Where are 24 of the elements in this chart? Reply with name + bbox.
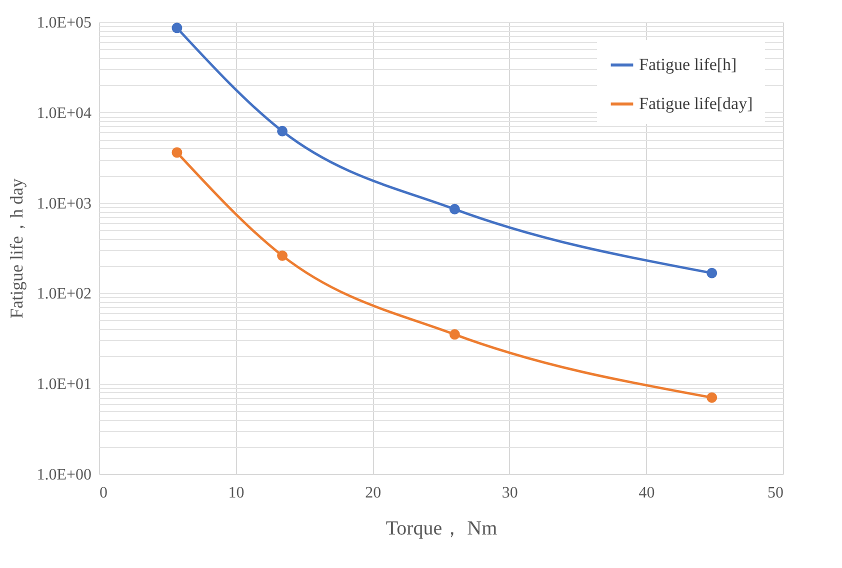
x-tick-label: 50 xyxy=(768,484,784,502)
x-tick-label: 40 xyxy=(638,484,655,502)
point xyxy=(277,126,288,136)
y-tick-label: 1.0E+02 xyxy=(36,286,92,303)
y-tick-label: 1.0E+01 xyxy=(36,376,92,394)
point xyxy=(172,22,182,34)
y-axis-title: Fatigue life，h day xyxy=(6,178,27,318)
point xyxy=(277,250,288,261)
x-tick-label: 10 xyxy=(228,484,244,502)
x-tick-label: 30 xyxy=(502,484,518,502)
y-tick-label: 1.0E+04 xyxy=(36,104,92,122)
y-tick-label: 1.0E+03 xyxy=(36,195,92,212)
legend-label: Fatigue life[h] xyxy=(639,55,737,74)
point xyxy=(449,204,460,214)
point xyxy=(172,147,182,158)
point xyxy=(706,392,718,403)
legend-label: Fatigue life[day] xyxy=(639,94,753,113)
x-tick-label: 20 xyxy=(365,484,382,502)
y-tick-label: 1.0E+05 xyxy=(36,14,92,32)
point xyxy=(706,268,718,278)
point xyxy=(449,329,460,340)
x-axis-title: Torque， Nm xyxy=(386,518,498,540)
x-tick-label: 0 xyxy=(100,484,108,502)
y-tick-label: 1.0E+00 xyxy=(36,466,92,484)
